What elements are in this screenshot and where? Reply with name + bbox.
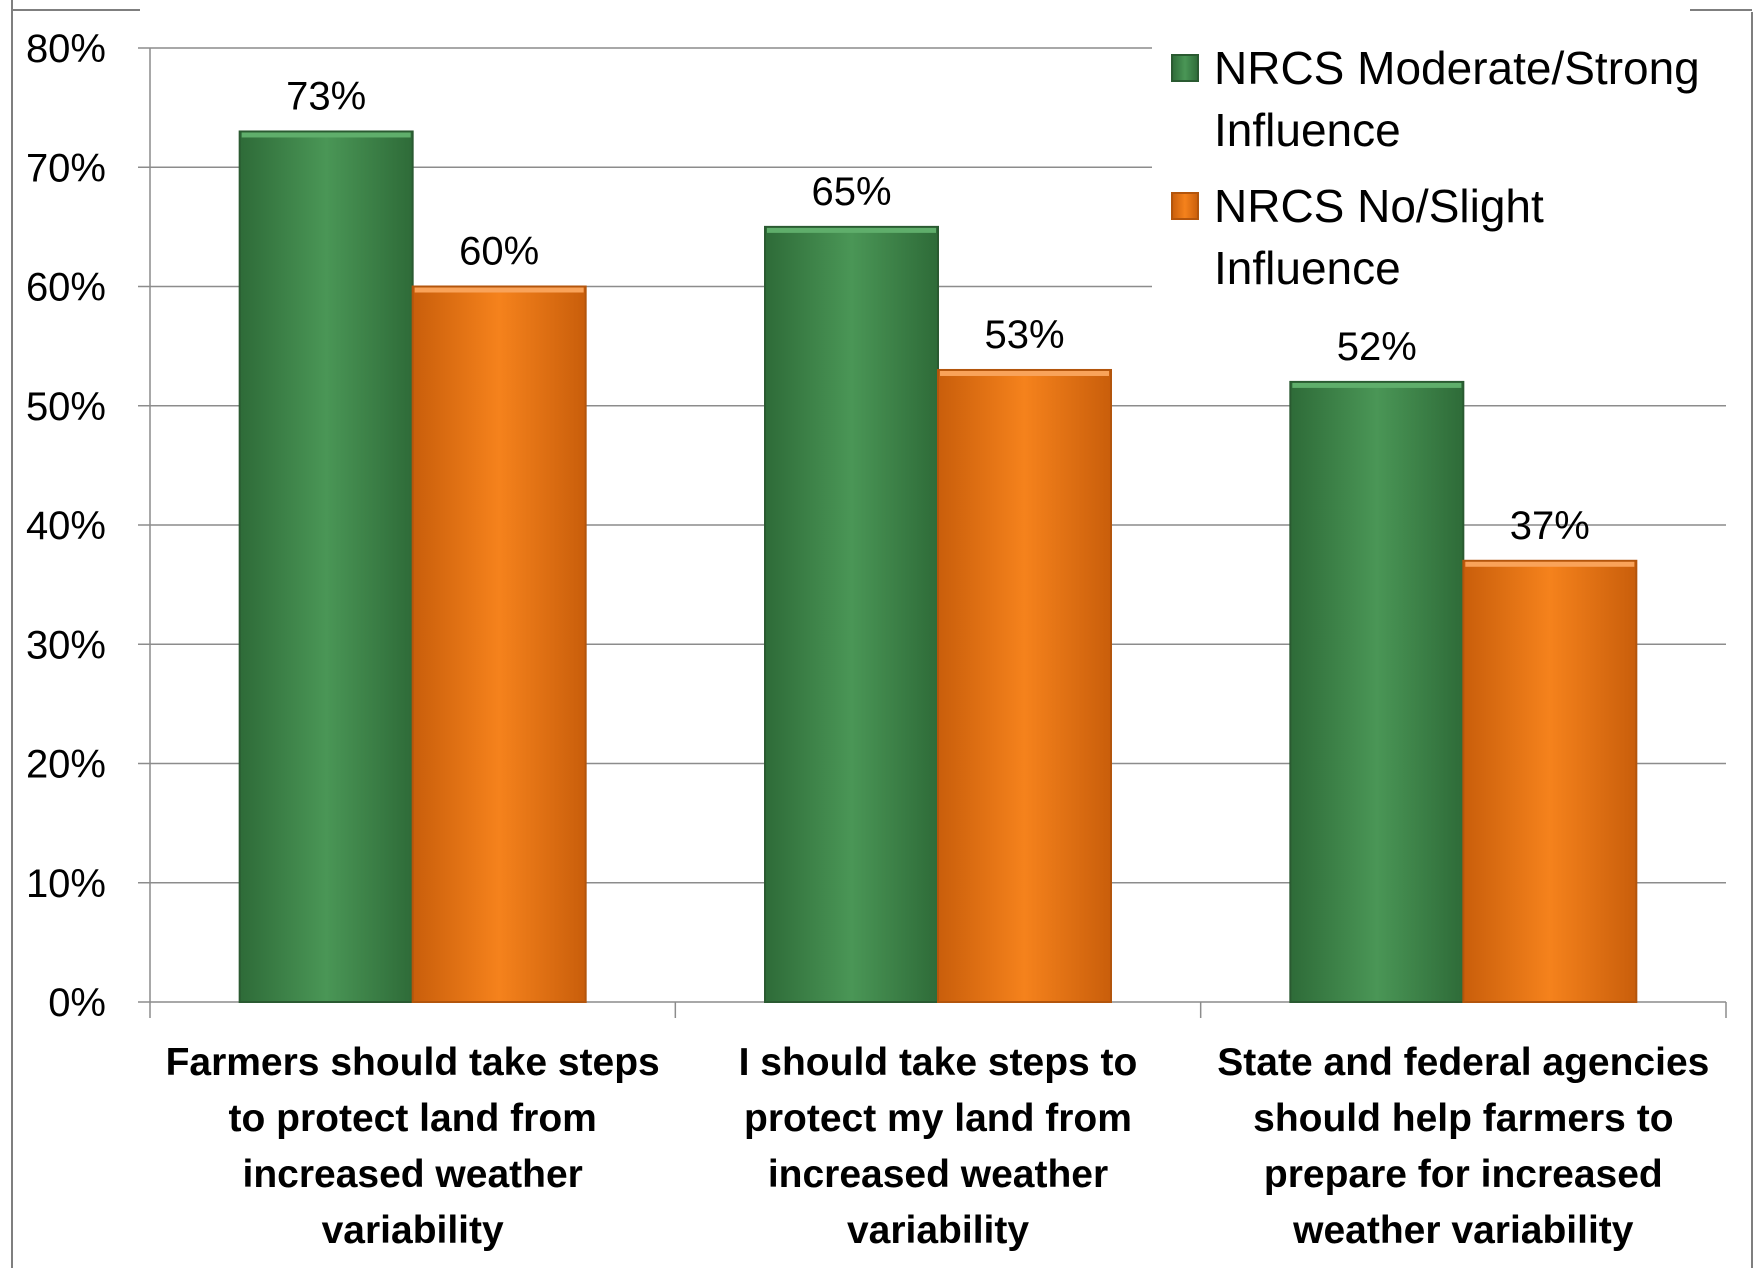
legend-label: NRCS Moderate/Strong [1214,42,1700,94]
data-label: 65% [811,170,891,214]
y-tick-label: 70% [26,146,106,190]
bar-highlight [241,132,411,138]
category-label: increased weather [242,1153,582,1196]
bar [1289,380,1465,1003]
category-label: Farmers should take steps [166,1041,660,1084]
bar [764,225,939,1003]
category-label: weather variability [1292,1209,1634,1252]
category-label: protect my land from [744,1097,1132,1140]
legend: NRCS Moderate/Strong Influence NRCS No/Sli… [1152,30,1732,300]
legend-label: Influence [1214,104,1401,156]
bar-highlight [1465,561,1635,567]
data-label: 37% [1510,504,1590,548]
category-label: to protect land from [228,1097,596,1140]
y-tick-label: 0% [48,981,106,1025]
category-label: variability [322,1209,504,1252]
bar [238,130,414,1004]
y-tick-label: 80% [26,27,106,71]
bar-highlight [1292,382,1462,388]
legend-background [1152,30,1732,300]
bar [1462,559,1638,1004]
y-tick-label: 40% [26,504,106,548]
y-tick-label: 20% [26,743,106,787]
category-label: increased weather [768,1153,1108,1196]
bar-highlight [414,287,584,293]
category-label: prepare for increased [1264,1153,1663,1196]
data-label: 52% [1337,325,1417,369]
category-label: State and federal agencies [1217,1041,1709,1084]
axes: 0% 10% 20% 30% 40% 50% 60% 70% 80% [26,27,1727,1025]
data-labels: 73% 65% 52% 60% 53% 37% [286,74,1590,547]
y-tick-label: 60% [26,266,106,310]
bar-highlight [940,370,1109,376]
legend-label: NRCS No/Slight [1214,180,1544,232]
category-label: I should take steps to [739,1041,1138,1084]
bars [238,130,1638,1004]
legend-label: Influence [1214,242,1401,294]
data-label: 53% [984,313,1064,357]
bar [411,285,587,1003]
data-label: 60% [459,230,539,274]
legend-swatch [1171,192,1199,220]
y-tick-label: 10% [26,862,106,906]
data-label: 73% [286,74,366,118]
category-label: should help farmers to [1253,1097,1673,1140]
bar [937,368,1112,1004]
y-tick-label: 30% [26,623,106,667]
legend-swatch [1171,54,1199,82]
bar-highlight [767,227,936,233]
category-label: variability [847,1209,1029,1252]
category-labels: Farmers should take steps to protect land… [166,1041,1710,1252]
y-tick-label: 50% [26,385,106,429]
